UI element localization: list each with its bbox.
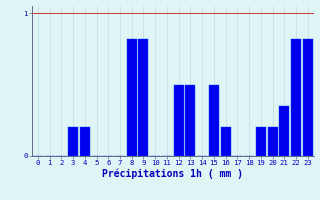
Bar	[256, 127, 266, 156]
Bar	[303, 39, 313, 156]
Bar	[185, 85, 196, 156]
Bar	[174, 85, 184, 156]
Bar	[139, 39, 148, 156]
X-axis label: Précipitations 1h ( mm ): Précipitations 1h ( mm )	[102, 169, 243, 179]
Bar	[209, 85, 219, 156]
Bar	[127, 39, 137, 156]
Bar	[220, 127, 231, 156]
Bar	[268, 127, 277, 156]
Bar	[279, 106, 289, 156]
Bar	[80, 127, 90, 156]
Bar	[291, 39, 301, 156]
Bar	[68, 127, 78, 156]
